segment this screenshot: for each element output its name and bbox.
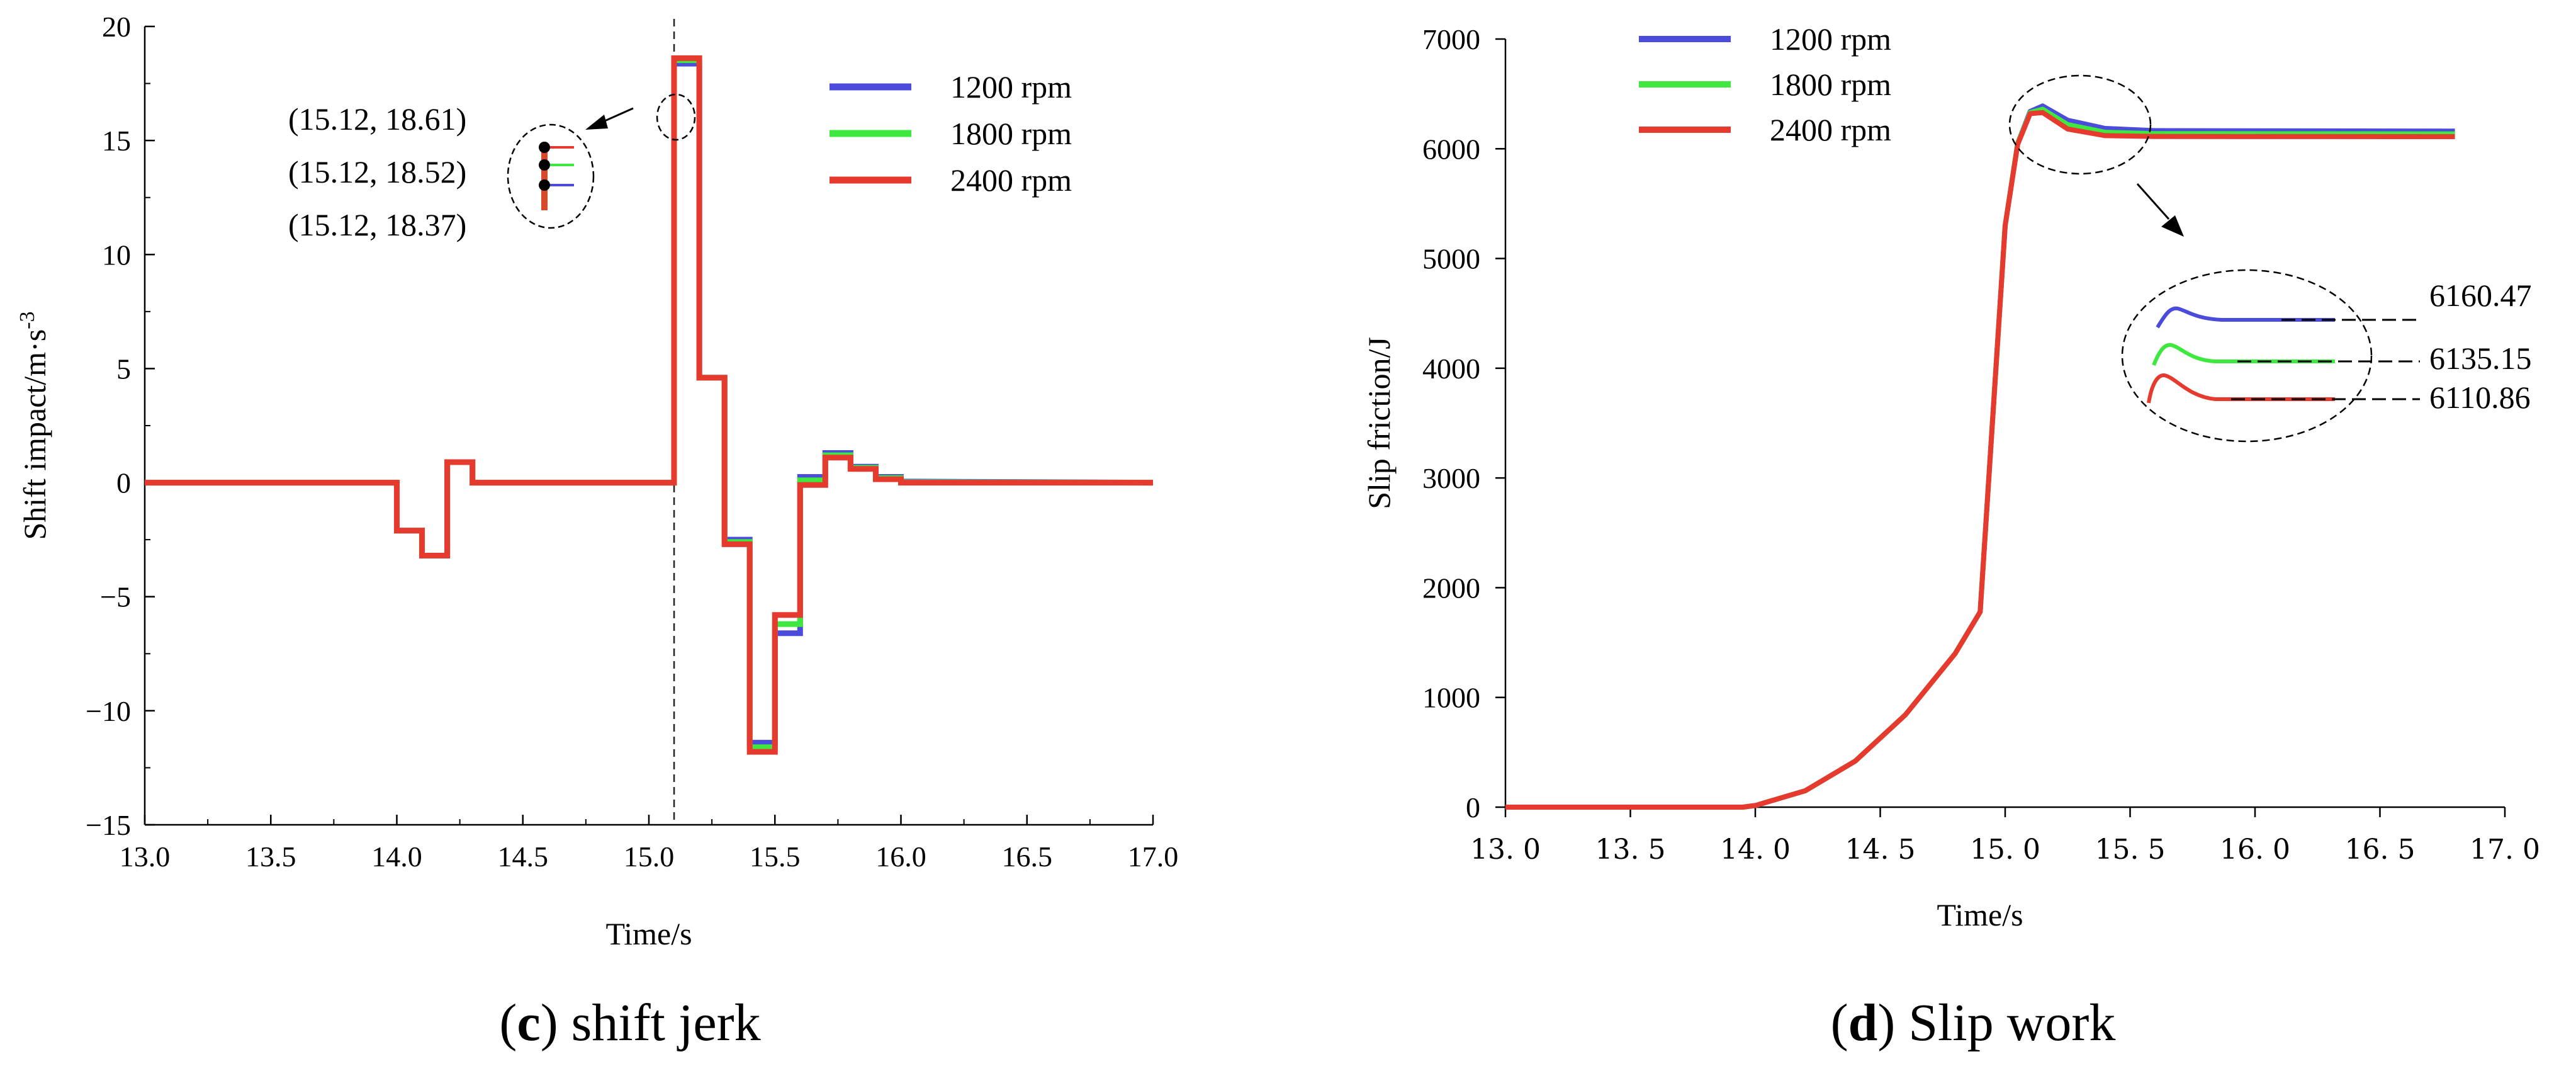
inset-curve-d (2147, 373, 2335, 404)
zoom-circle-large-d (2121, 269, 2373, 443)
y-tick-label-c: −10 (86, 695, 131, 727)
y-tick-label-c: 15 (102, 125, 131, 157)
x-tick-label-c: 17.0 (1128, 841, 1179, 873)
legend-label-d: 1200 rpm (1770, 21, 1891, 57)
y-tick-label-d: 0 (1466, 791, 1480, 824)
annotation-label-c: (15.12, 18.52) (288, 154, 466, 190)
annotation-value-d: 6135.15 (2429, 341, 2532, 376)
series-line-d-1200-rpm (1505, 103, 2455, 810)
x-tick-label-c: 14.0 (371, 841, 422, 873)
x-tick-label-d: 13. 5 (1595, 834, 1666, 866)
inset-curve-d (2152, 343, 2335, 366)
x-tick-label-c: 13.0 (120, 841, 171, 873)
series-line-c-2400-rpm (145, 55, 1153, 755)
legend-label-c: 1800 rpm (950, 116, 1072, 151)
x-tick-label-c: 13.5 (245, 841, 296, 873)
x-tick-label-c: 15.0 (624, 841, 675, 873)
y-tick-label-c: 20 (102, 11, 131, 43)
y-axis-label-c: Shift impact/m·s-3 (16, 311, 53, 540)
inset-curve-d (2156, 306, 2335, 329)
x-tick-label-d: 16. 0 (2220, 834, 2290, 866)
inset-dot-c (539, 179, 550, 191)
zoom-arrow-d (2136, 183, 2170, 220)
x-tick-label-c: 15.5 (750, 841, 801, 873)
zoom-arrow-head-d (2161, 215, 2184, 237)
series-line-d-1800-rpm (1505, 106, 2455, 810)
chart-c: 13.0 13.5 14.0 14.5 15.0 15.5 16.0 16.5 17.0 −15 −… (16, 11, 1179, 1052)
y-tick-label-d: 7000 (1422, 23, 1480, 55)
y-tick-label-c: 0 (116, 467, 131, 499)
zoom-circle-small-c (656, 93, 696, 141)
x-axis-label-d: Time/s (1937, 897, 2023, 932)
legend-label-c: 2400 rpm (950, 162, 1072, 198)
legend-label-c: 1200 rpm (950, 69, 1072, 105)
x-tick-label-d: 14. 0 (1720, 834, 1791, 866)
x-axis-label-c: Time/s (605, 916, 692, 951)
annotation-value-d: 6160.47 (2429, 278, 2532, 313)
y-tick-label-c: −15 (86, 809, 131, 841)
y-tick-label-d: 1000 (1422, 682, 1480, 714)
y-tick-label-d: 3000 (1422, 462, 1480, 494)
x-tick-label-d: 14. 5 (1845, 834, 1916, 866)
inset-dot-c (539, 159, 550, 171)
annotation-label-c: (15.12, 18.61) (288, 101, 466, 137)
legend-label-d: 2400 rpm (1770, 112, 1891, 147)
chart-d: 13. 0 13. 5 14. 0 14. 5 15. 0 15. 5 16. 0 16. 5… (1361, 21, 2540, 1052)
x-tick-label-d: 16. 5 (2345, 834, 2416, 866)
x-tick-label-d: 15. 0 (1970, 834, 2040, 866)
y-tick-label-c: 10 (102, 239, 131, 271)
x-tick-label-d: 15. 5 (2095, 834, 2166, 866)
y-tick-label-c: 5 (116, 353, 131, 385)
caption-c: (c) shift jerk (499, 994, 760, 1052)
series-line-d-2400-rpm (1505, 110, 2455, 810)
x-tick-label-c: 14.5 (498, 841, 549, 873)
y-tick-label-c: −5 (100, 581, 131, 613)
zoom-circle-large-c (507, 123, 595, 229)
legend-label-d: 1800 rpm (1770, 67, 1891, 102)
zoom-circle-small-d (2008, 74, 2152, 175)
y-tick-label-d: 4000 (1422, 353, 1480, 385)
caption-d: (d) Slip work (1831, 994, 2116, 1052)
y-tick-label-d: 6000 (1422, 133, 1480, 165)
inset-dot-c (539, 142, 550, 153)
x-tick-label-d: 17. 0 (2470, 834, 2540, 866)
y-tick-label-d: 5000 (1422, 243, 1480, 275)
annotation-value-d: 6110.86 (2429, 380, 2531, 415)
annotation-label-c: (15.12, 18.37) (288, 207, 466, 242)
y-axis-label-d: Slip friction/J (1361, 337, 1397, 509)
y-tick-label-d: 2000 (1422, 572, 1480, 604)
x-tick-label-c: 16.5 (1002, 841, 1053, 873)
x-tick-label-c: 16.0 (875, 841, 926, 873)
x-tick-label-d: 13. 0 (1470, 834, 1541, 866)
zoom-arrow-head-c (585, 115, 608, 130)
